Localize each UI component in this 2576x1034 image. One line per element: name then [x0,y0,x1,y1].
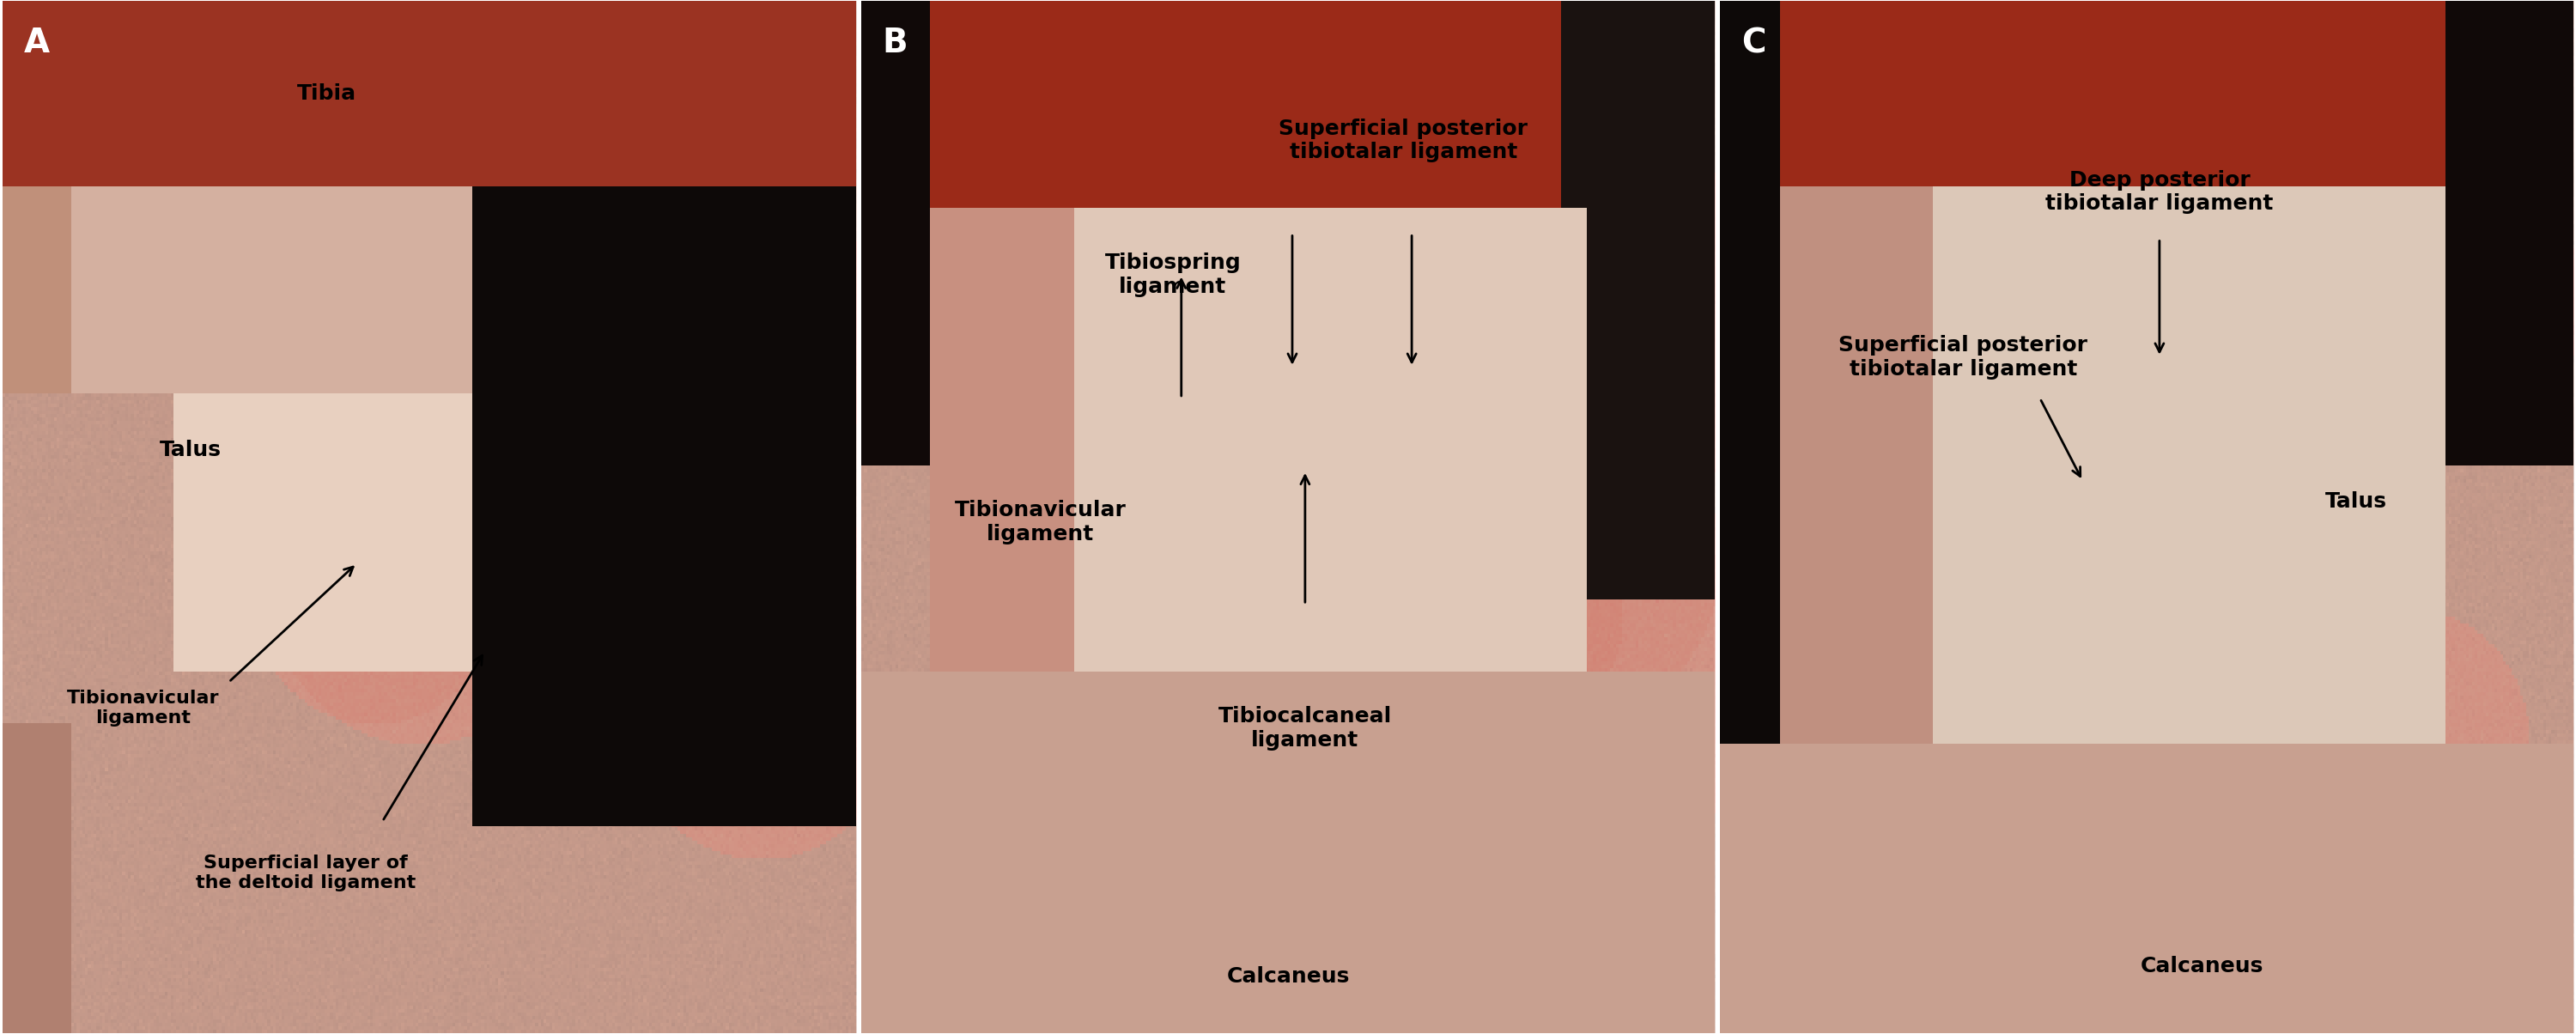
Bar [860,672,1716,1033]
Bar [860,1,1716,208]
Text: Talus: Talus [160,439,222,460]
Text: B: B [884,27,907,60]
Text: Tibia: Tibia [296,84,355,104]
Bar [2445,1,2573,465]
Bar [173,393,471,672]
Bar [3,724,72,1033]
Bar [72,187,471,393]
Bar [471,187,855,826]
Text: Tibiospring
ligament: Tibiospring ligament [1105,252,1242,297]
Bar [860,1,930,465]
Bar [1780,187,1932,744]
Text: C: C [1741,27,1765,60]
Text: Superficial posterior
tibiotalar ligament: Superficial posterior tibiotalar ligamen… [1278,118,1528,162]
Text: Tibiocalcaneal
ligament: Tibiocalcaneal ligament [1218,706,1391,751]
Bar [1932,187,2445,744]
Text: A: A [23,27,49,60]
Bar [3,187,72,393]
Text: Superficial layer of
the deltoid ligament: Superficial layer of the deltoid ligamen… [196,854,415,891]
Bar [1561,1,1716,600]
Text: Superficial posterior
tibiotalar ligament: Superficial posterior tibiotalar ligamen… [1839,335,2087,379]
Bar [1721,1,2573,187]
Text: Deep posterior
tibiotalar ligament: Deep posterior tibiotalar ligament [2045,170,2275,214]
Text: Calcaneus: Calcaneus [2141,955,2264,976]
Bar [1721,744,2573,1033]
Bar [1074,208,1587,672]
Text: Tibionavicular
ligament: Tibionavicular ligament [956,499,1126,545]
Text: Talus: Talus [2326,491,2388,512]
Bar [3,1,855,187]
Text: Tibionavicular
ligament: Tibionavicular ligament [67,690,219,727]
Bar [930,208,1074,672]
Text: Calcaneus: Calcaneus [1226,966,1350,986]
Bar [1721,1,1780,776]
